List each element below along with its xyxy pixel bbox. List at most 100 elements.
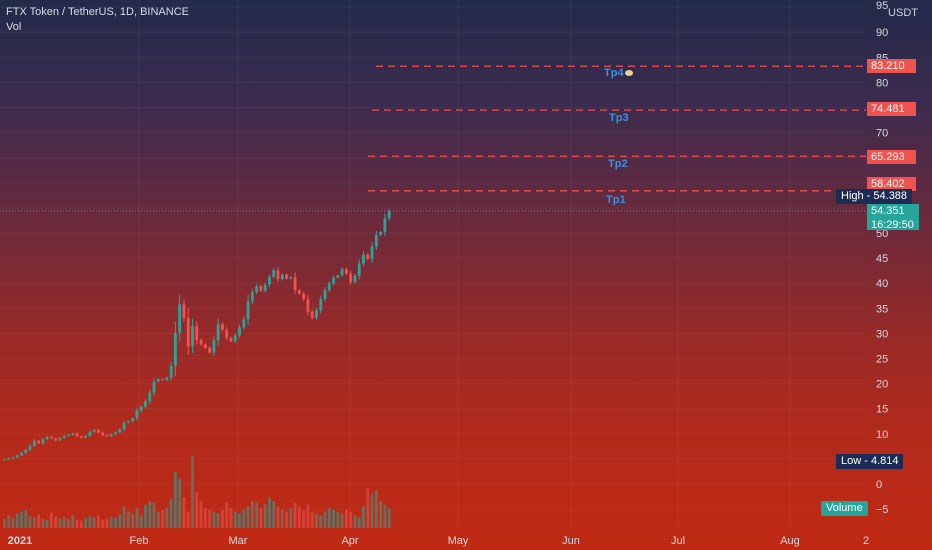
candle-body	[32, 440, 36, 446]
candle-body	[323, 290, 327, 300]
volume-bar	[250, 501, 254, 528]
candle-body	[152, 381, 156, 393]
volume-bar	[332, 510, 335, 528]
axis-unit: USDT	[888, 7, 918, 19]
volume-bar	[255, 502, 259, 528]
x-tick-label: Jun	[562, 535, 580, 547]
candle-body	[353, 275, 357, 283]
candle-body	[374, 235, 378, 247]
volume-bar	[114, 518, 117, 528]
volume-bar	[276, 506, 280, 528]
volume-bar	[302, 510, 306, 528]
candle-body	[349, 273, 353, 283]
y-tick-label: 50	[876, 228, 888, 240]
volume-bar	[156, 511, 160, 528]
x-tick-label: Mar	[229, 535, 248, 547]
candle-body	[54, 438, 58, 441]
y-tick-label: 45	[876, 253, 888, 265]
volume-bar	[379, 501, 382, 528]
volume-bar	[233, 511, 237, 528]
candle-body	[24, 449, 28, 453]
volume-bar	[289, 508, 293, 528]
volume-bar	[238, 513, 241, 528]
y-tick-label: 70	[876, 128, 888, 140]
candle-body	[238, 327, 241, 336]
candle-body	[233, 335, 237, 342]
candle-body	[315, 310, 318, 318]
candle-body	[276, 270, 280, 280]
candle-body	[169, 366, 173, 378]
candle-body	[208, 347, 211, 353]
volume-bar	[310, 511, 314, 528]
candle-body	[92, 429, 96, 432]
candle-body	[387, 211, 391, 219]
y-tick-label: 95	[876, 0, 888, 12]
x-tick-label: Apr	[341, 535, 358, 547]
x-tick-label: Jul	[671, 535, 685, 547]
candle-body	[383, 218, 387, 232]
candle-body	[67, 434, 70, 436]
tp3-label: Tp3	[609, 112, 629, 124]
candle-body	[75, 433, 79, 437]
candle-body	[225, 329, 229, 338]
volume-bar	[135, 508, 139, 528]
volume-bar	[370, 493, 374, 528]
candle-body	[336, 275, 340, 278]
candle-body	[319, 299, 323, 311]
candle-body	[332, 277, 335, 284]
candle-body	[212, 340, 216, 353]
candle-body	[156, 379, 160, 382]
volume-bar	[37, 514, 40, 528]
candle-body	[366, 254, 370, 260]
candle-body	[41, 439, 45, 444]
x-tick-label: Feb	[130, 535, 149, 547]
candle-body	[135, 410, 139, 419]
y-tick-label: 90	[876, 27, 888, 39]
candle-body	[221, 324, 224, 330]
tp1-price-label: 58.402	[867, 177, 916, 191]
candle-body	[15, 455, 19, 458]
volume-bar	[118, 514, 122, 528]
volume-bar	[366, 488, 370, 528]
candle-body	[97, 429, 100, 433]
y-tick-label: 30	[876, 328, 888, 340]
candle-body	[3, 459, 6, 461]
volume-bar	[3, 519, 6, 528]
y-tick-label: 80	[876, 77, 888, 89]
tp4-price-label: 83.210	[867, 59, 916, 73]
candle-body	[362, 254, 365, 264]
candle-body	[250, 292, 254, 302]
volume-bar	[199, 501, 203, 528]
candle-body	[182, 304, 186, 318]
volume-bar	[92, 517, 96, 528]
volume-bar	[32, 517, 36, 528]
candle-body	[216, 324, 220, 341]
symbol-title: FTX Token / TetherUS, 1D, BINANCE	[6, 6, 189, 18]
volume-bar	[144, 504, 147, 528]
volume-bar	[161, 510, 164, 528]
volume-bar	[353, 515, 357, 528]
y-tick-label: 15	[876, 404, 888, 416]
volume-bar	[242, 510, 246, 528]
volume-bar	[336, 511, 340, 528]
y-tick-label: 20	[876, 379, 888, 391]
candle-body	[122, 422, 126, 430]
volume-bar	[203, 508, 207, 528]
volume-bar	[126, 511, 130, 528]
candle-body	[272, 270, 276, 277]
volume-bar	[182, 497, 186, 528]
volume-bar	[349, 511, 353, 528]
volume-bar	[280, 510, 284, 528]
candle-body	[203, 344, 207, 348]
volume-bar	[216, 513, 220, 528]
candle-body	[101, 432, 105, 436]
candle-body	[161, 379, 164, 381]
candle-body	[229, 337, 233, 342]
volume-bar	[109, 517, 113, 528]
candle-body	[357, 263, 361, 276]
tp1-label: Tp1	[606, 194, 626, 206]
volume-bar	[297, 506, 301, 528]
volume-bar	[315, 513, 318, 528]
